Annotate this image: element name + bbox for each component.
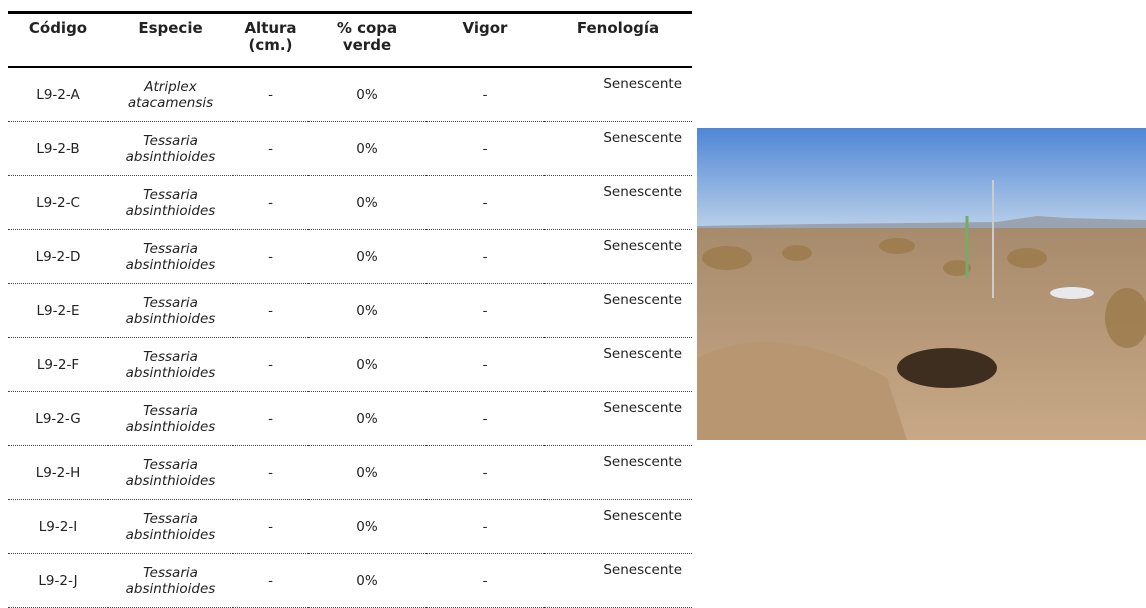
table-cell: 0% xyxy=(308,67,426,122)
table-cell: - xyxy=(426,67,544,122)
table-cell: Senescente xyxy=(544,67,692,122)
table-cell: 0% xyxy=(308,337,426,392)
table-cell: - xyxy=(233,121,308,176)
column-header: Altura (cm.) xyxy=(244,19,297,54)
table-cell: - xyxy=(426,175,544,230)
table-cell: Senescente xyxy=(544,229,692,284)
table-cell: 0% xyxy=(308,175,426,230)
table-row: L9-2-F Tessaria absinthioides -0% - Senescen… xyxy=(8,337,692,392)
table-cell: - xyxy=(426,337,544,392)
table-row: L9-2-G Tessaria absinthioides -0% - Senescen… xyxy=(8,391,692,446)
table-row: L9-2-C Tessaria absinthioides -0% - Senescen… xyxy=(8,175,692,230)
column-header: Código xyxy=(28,19,88,37)
table-cell: 0% xyxy=(308,391,426,446)
table-cell: Tessaria absinthioides xyxy=(108,445,233,500)
table-cell: L9-2-E xyxy=(8,283,108,338)
table-cell: - xyxy=(426,553,544,608)
table-cell: L9-2-J xyxy=(8,553,108,608)
table-cell: Senescente xyxy=(544,553,692,608)
header-row: Código Especie Altura (cm.) % copa verde Vig… xyxy=(8,12,692,67)
table-cell: - xyxy=(426,445,544,500)
data-table: Código Especie Altura (cm.) % copa verde Vig… xyxy=(8,11,692,608)
table-cell: - xyxy=(426,283,544,338)
table-cell: Atriplex atacamensis xyxy=(108,67,233,122)
table-cell: Tessaria absinthioides xyxy=(108,283,233,338)
table-cell: Tessaria absinthioides xyxy=(108,337,233,392)
table-cell: Tessaria absinthioides xyxy=(108,391,233,446)
page: Código Especie Altura (cm.) % copa verde Vig… xyxy=(8,12,1146,608)
table-cell: 0% xyxy=(308,445,426,500)
table-cell: - xyxy=(233,229,308,284)
table-cell: Senescente xyxy=(544,499,692,554)
table-cell: L9-2-C xyxy=(8,175,108,230)
table-cell: L9-2-D xyxy=(8,229,108,284)
table-body: L9-2-A Atriplex atacamensis -0% - Senescente… xyxy=(8,67,692,608)
table-cell: L9-2-A xyxy=(8,67,108,122)
table-cell: L9-2-H xyxy=(8,445,108,500)
bag xyxy=(1050,287,1094,299)
table-cell: Tessaria absinthioides xyxy=(108,553,233,608)
table-row: L9-2-A Atriplex atacamensis -0% - Senescente xyxy=(8,67,692,122)
table-cell: - xyxy=(233,445,308,500)
table-cell: Senescente xyxy=(544,445,692,500)
table-cell: - xyxy=(426,391,544,446)
table-cell: - xyxy=(426,121,544,176)
table-row: L9-2-B Tessaria absinthioides -0% - Senescen… xyxy=(8,121,692,176)
table-cell: Senescente xyxy=(544,121,692,176)
field-photo xyxy=(697,128,1146,440)
table-cell: - xyxy=(426,499,544,554)
table-row: L9-2-H Tessaria absinthioides -0% - Senescen… xyxy=(8,445,692,500)
table-cell: - xyxy=(233,391,308,446)
column-header: Fenología xyxy=(576,19,660,37)
table-cell: Senescente xyxy=(544,175,692,230)
table-cell: Tessaria absinthioides xyxy=(108,499,233,554)
table-cell: 0% xyxy=(308,121,426,176)
table-row: L9-2-D Tessaria absinthioides -0% - Senescen… xyxy=(8,229,692,284)
column-header: Especie xyxy=(138,19,203,37)
table-row: L9-2-E Tessaria absinthioides -0% - Senescen… xyxy=(8,283,692,338)
table-cell: - xyxy=(233,67,308,122)
table-cell: 0% xyxy=(308,229,426,284)
column-header: Vigor xyxy=(462,19,508,37)
table-cell: - xyxy=(233,283,308,338)
table-cell: Tessaria absinthioides xyxy=(108,121,233,176)
table-cell: - xyxy=(233,337,308,392)
table-cell: - xyxy=(233,499,308,554)
table-row: L9-2-J Tessaria absinthioides -0% - Senescen… xyxy=(8,553,692,608)
table-cell: Senescente xyxy=(544,283,692,338)
table-cell: 0% xyxy=(308,499,426,554)
mound xyxy=(697,342,907,440)
table-cell: Tessaria absinthioides xyxy=(108,229,233,284)
shrubs xyxy=(702,238,1146,348)
table-cell: L9-2-I xyxy=(8,499,108,554)
table-cell: Tessaria absinthioides xyxy=(108,175,233,230)
table-cell: L9-2-B xyxy=(8,121,108,176)
table-cell: 0% xyxy=(308,553,426,608)
table-cell: L9-2-G xyxy=(8,391,108,446)
table-cell: - xyxy=(426,229,544,284)
table-cell: L9-2-F xyxy=(8,337,108,392)
pit xyxy=(897,348,997,388)
table-cell: Senescente xyxy=(544,391,692,446)
table-cell: 0% xyxy=(308,283,426,338)
table-row: L9-2-I Tessaria absinthioides -0% - Senescen… xyxy=(8,499,692,554)
table-cell: - xyxy=(233,175,308,230)
sky xyxy=(697,128,1146,228)
table-cell: Senescente xyxy=(544,337,692,392)
table-cell: - xyxy=(233,553,308,608)
column-header: % copa verde xyxy=(336,19,398,54)
